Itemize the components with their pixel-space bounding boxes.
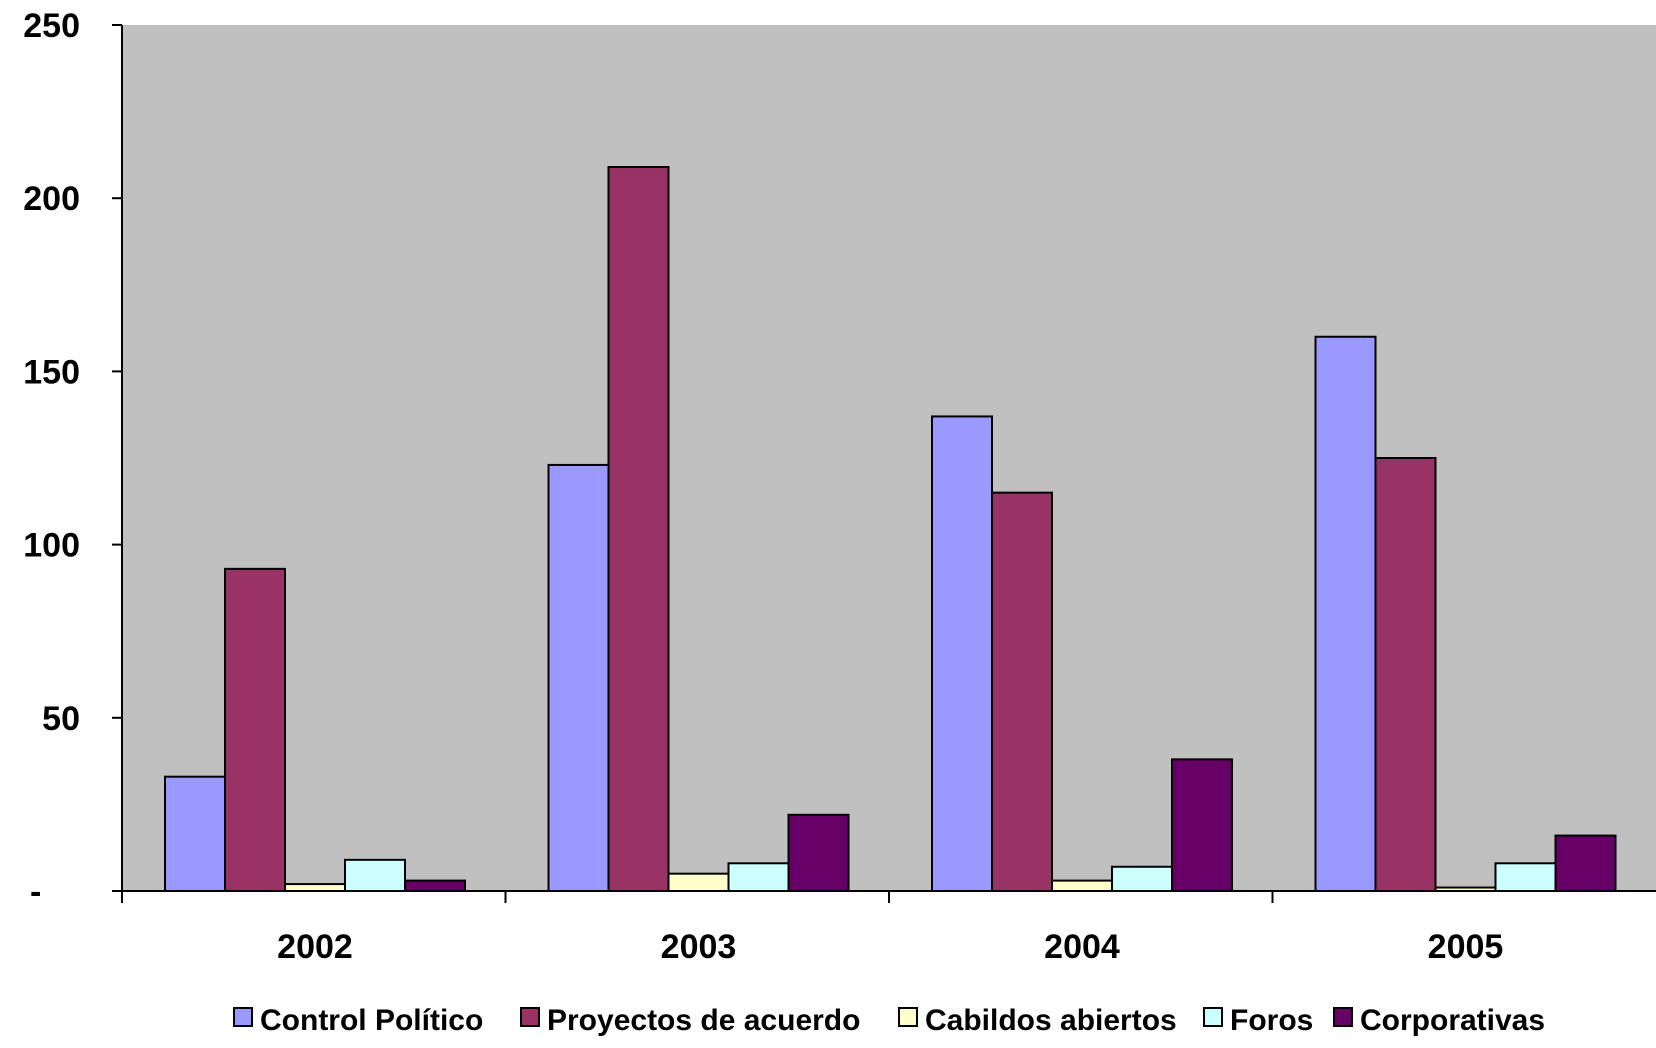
y-tick-label: 250	[23, 7, 80, 45]
x-tick-label-2005: 2005	[1428, 928, 1504, 966]
bar-2004-series-5	[1171, 758, 1233, 892]
bar-2002-series-5	[404, 879, 466, 892]
bar-2005-series-1	[1314, 335, 1377, 892]
bar-2005-series-4	[1494, 862, 1557, 893]
bar-2002-series-4	[344, 858, 406, 892]
bar-2005-series-2	[1374, 457, 1437, 892]
bar-2003-series-3	[667, 872, 730, 892]
y-tick-label: 50	[42, 700, 80, 738]
y-tick-label: 150	[23, 353, 80, 391]
legend-swatch-1	[233, 1007, 253, 1027]
x-tick-label-2002: 2002	[277, 928, 353, 966]
y-tick-label: 200	[23, 180, 80, 218]
bar-2004-series-3	[1051, 879, 1113, 892]
legend-label-3: Cabildos abiertos	[925, 1004, 1177, 1037]
bar-2004-series-1	[931, 415, 993, 892]
bar-2003-series-2	[607, 166, 670, 893]
legend: Control Político Proyectos de acuerdo Cabi…	[233, 1004, 1545, 1037]
legend-swatch-3	[898, 1007, 918, 1027]
legend-label-2: Proyectos de acuerdo	[547, 1004, 860, 1037]
bar-2002-series-2	[224, 567, 286, 893]
x-tick-labels: 2002 2003 2004 2005	[277, 928, 1503, 966]
bar-2003-series-4	[727, 862, 790, 893]
x-tick-label-2003: 2003	[661, 928, 737, 966]
bar-2005-series-5	[1554, 834, 1617, 892]
legend-swatch-2	[520, 1007, 540, 1027]
bar-2004-series-2	[991, 491, 1053, 892]
bars	[164, 166, 1617, 893]
legend-label-4: Foros	[1230, 1004, 1313, 1037]
bar-2002-series-3	[284, 883, 346, 893]
bar-2003-series-1	[547, 463, 610, 892]
axes	[112, 24, 1656, 903]
legend-label-1: Control Político	[260, 1004, 483, 1037]
y-tick-label: 100	[23, 527, 80, 565]
bar-2003-series-5	[787, 813, 850, 892]
bar-2004-series-4	[1111, 865, 1173, 893]
legend-swatch-5	[1333, 1007, 1353, 1027]
legend-swatch-4	[1203, 1007, 1223, 1027]
legend-label-5: Corporativas	[1360, 1004, 1545, 1037]
y-tick-labels: - 50 100 150 200 250	[23, 7, 80, 911]
bar-2002-series-1	[164, 775, 226, 892]
x-tick-label-2004: 2004	[1044, 928, 1120, 966]
y-tick-label: -	[30, 873, 41, 911]
